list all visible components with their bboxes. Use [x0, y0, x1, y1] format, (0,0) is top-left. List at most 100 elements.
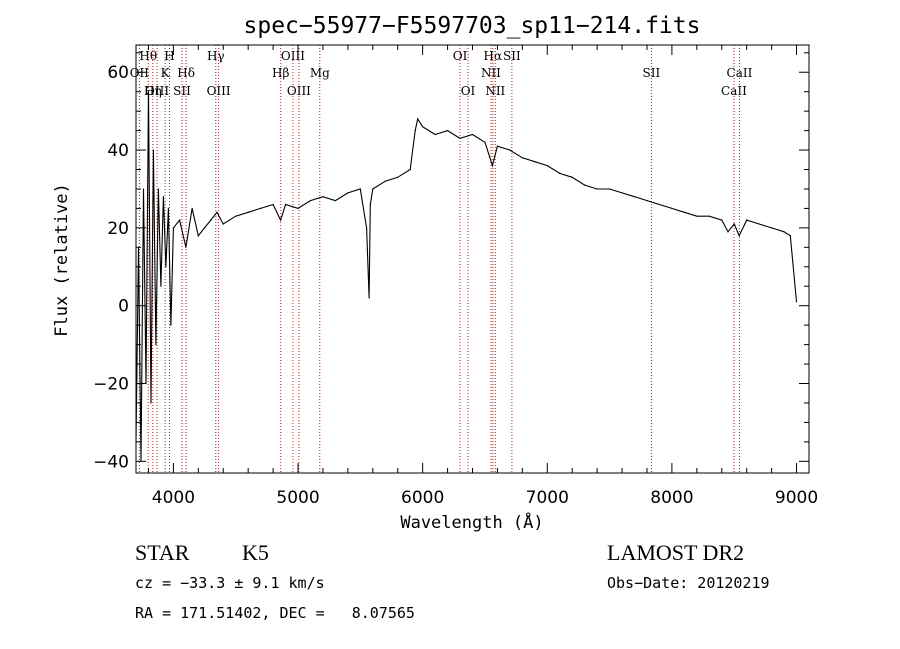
data-point [491, 165, 493, 167]
data-point [197, 235, 199, 237]
x-tick-label: 4000 [152, 488, 195, 508]
data-point [179, 219, 181, 221]
data-point [157, 188, 159, 190]
chart-title: spec−55977−F5597703_sp11−214.fits [244, 13, 701, 39]
data-point [783, 231, 785, 233]
data-point [422, 126, 424, 128]
ra-dec-coordinates: RA = 171.51402, DEC = 8.07565 [135, 604, 415, 622]
data-point [162, 196, 164, 198]
data-point [633, 196, 636, 198]
spectral-line-label: Hβ [272, 66, 289, 80]
data-point [347, 192, 349, 194]
spectral-line-label: Hθ [139, 49, 157, 63]
spectral-line-label: CaII [727, 66, 753, 80]
x-tick-label: 5000 [276, 488, 319, 508]
data-point [203, 227, 206, 229]
data-point [509, 149, 511, 151]
data-point [147, 91, 150, 93]
spectral-line-label: OII [130, 66, 150, 80]
data-point [191, 207, 193, 209]
spectral-line-label: OIII [207, 84, 231, 98]
spectrum-series [135, 91, 798, 462]
data-point [414, 130, 416, 132]
data-point [671, 207, 673, 209]
y-tick-label: −20 [93, 375, 129, 395]
spectral-line-label: OI [453, 49, 468, 63]
data-point [185, 246, 187, 248]
data-point [150, 402, 152, 404]
data-point [397, 176, 399, 178]
data-point [322, 196, 324, 198]
data-point [384, 180, 386, 182]
data-point [272, 203, 274, 206]
x-tick-label: 9000 [775, 488, 818, 508]
data-point [789, 235, 791, 237]
data-point [721, 219, 723, 221]
spectral-line-label: Hα [484, 49, 503, 63]
data-point [297, 207, 299, 209]
spectral-line-label: OI [461, 84, 476, 98]
data-point [484, 141, 486, 143]
data-point [235, 215, 237, 217]
data-point [369, 203, 371, 206]
data-point [571, 176, 573, 178]
data-point [260, 207, 262, 209]
data-point [285, 203, 287, 206]
spectral-line-label: K [161, 66, 171, 80]
plot-frame [135, 44, 810, 474]
data-point [366, 227, 368, 229]
data-point [646, 200, 648, 202]
data-point [210, 219, 212, 221]
y-tick-label: −40 [93, 452, 129, 472]
data-point [521, 157, 524, 159]
data-point [795, 301, 798, 303]
data-point [172, 227, 174, 229]
y-tick-label: 0 [118, 297, 129, 317]
spectral-line-label: CaII [721, 84, 747, 98]
data-point [771, 227, 773, 229]
y-tick-label: 60 [107, 63, 129, 83]
survey-name: LAMOST DR2 [607, 540, 745, 565]
spectral-line-label: SII [642, 66, 660, 80]
spectral-line-markers: OIIHθHηOIIIKHSIIHδHγOIIIHβOIIIOIIIMgOIOI… [130, 45, 753, 473]
data-point [471, 133, 474, 136]
data-point [247, 211, 249, 213]
data-point [280, 219, 282, 221]
data-point [746, 219, 748, 221]
spectral-line-label: NII [485, 84, 505, 98]
data-point [222, 223, 224, 225]
data-point [738, 235, 740, 237]
data-point [434, 133, 436, 136]
data-point [658, 203, 661, 206]
data-point [708, 215, 710, 217]
spectral-line-label: H [164, 49, 174, 63]
data-point [584, 184, 586, 186]
data-point [417, 118, 419, 120]
data-point [309, 200, 312, 202]
data-point [409, 168, 411, 171]
spectral-line-label: OIII [281, 49, 305, 63]
data-point [459, 137, 461, 139]
spectral-line-label: SII [503, 49, 521, 63]
data-point [372, 188, 374, 190]
spectral-line-label: Hγ [207, 49, 225, 63]
data-point [167, 207, 169, 209]
data-point [596, 188, 598, 190]
data-point [534, 161, 536, 163]
data-point [170, 324, 172, 326]
data-point [559, 172, 561, 174]
spectral-line-label: Hδ [177, 66, 195, 80]
x-tick-label: 8000 [650, 488, 693, 508]
data-point [696, 215, 698, 217]
object-class: STAR [135, 540, 190, 565]
x-axis-label: Wavelength (Å) [400, 511, 543, 533]
data-point [165, 266, 167, 268]
observation-date: Obs−Date: 20120219 [607, 574, 770, 592]
y-tick-label: 20 [107, 219, 129, 239]
spectrum-line [135, 91, 798, 462]
spectral-line-label: OIII [287, 84, 311, 98]
spectral-line-label: OIII [145, 84, 169, 98]
data-point [733, 223, 735, 225]
data-point [142, 188, 145, 190]
